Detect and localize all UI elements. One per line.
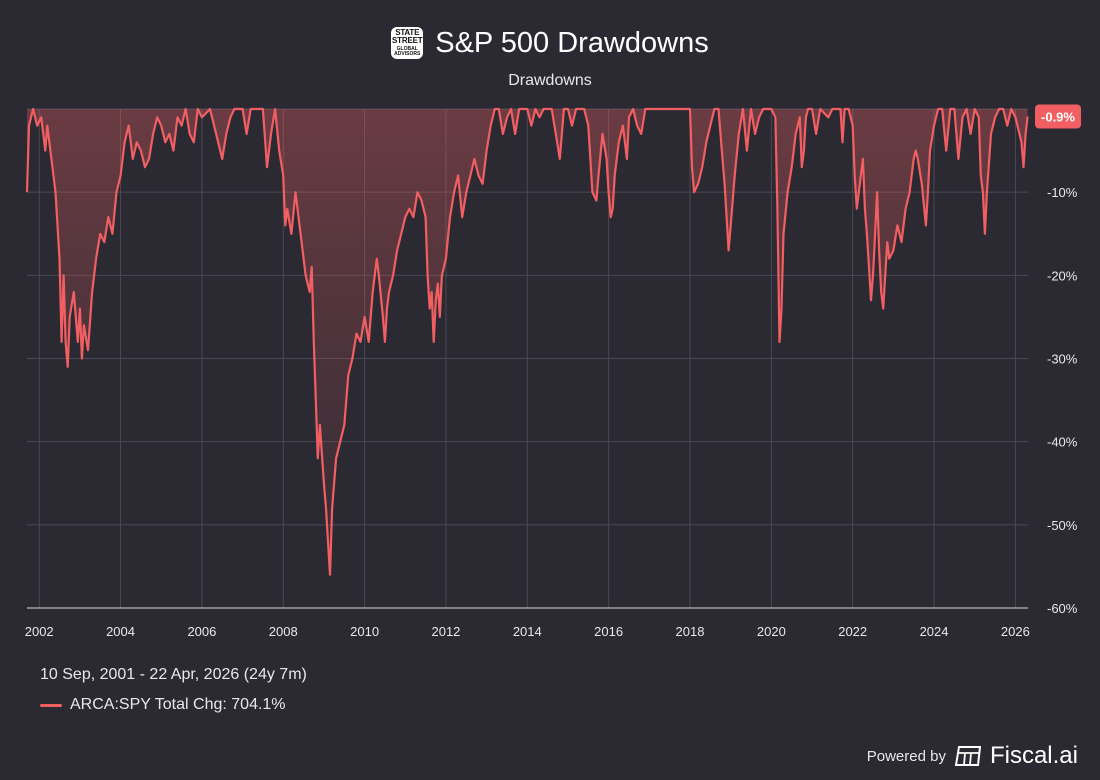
x-tick-label: 2014 — [513, 624, 542, 639]
chart-subtitle: Drawdowns — [508, 72, 592, 89]
y-tick-label: -30% — [1047, 352, 1078, 367]
x-tick-label: 2026 — [1001, 624, 1030, 639]
logo-subtext: GLOBAL ADVISORS — [394, 46, 421, 57]
powered-by-text: Powered by — [866, 747, 946, 765]
x-tick-label: 2002 — [25, 624, 54, 639]
drawdown-area — [27, 109, 1028, 575]
date-range-text: 10 Sep, 2001 - 22 Apr, 2026 (24y 7m) — [40, 666, 307, 683]
y-tick-label: -10% — [1047, 185, 1078, 200]
drawdown-series-line — [25, 107, 1029, 576]
x-tick-label: 2020 — [757, 624, 786, 639]
chart-header: STATE STREET GLOBAL ADVISORS S&P 500 Dra… — [0, 22, 1100, 60]
x-tick-label: 2006 — [187, 624, 216, 639]
x-tick-label: 2004 — [106, 624, 135, 639]
legend-label: ARCA:SPY Total Chg: 704.1% — [70, 696, 286, 713]
legend-swatch — [40, 703, 62, 707]
x-tick-label: 2024 — [920, 624, 949, 639]
fiscal-ai-brand: Fiscal.ai — [989, 742, 1078, 769]
y-tick-label: -50% — [1047, 518, 1078, 533]
x-tick-label: 2012 — [431, 624, 460, 639]
state-street-logo: STATE STREET GLOBAL ADVISORS — [391, 27, 424, 59]
logo-text: STATE STREET — [392, 28, 423, 45]
legend[interactable]: ARCA:SPY Total Chg: 704.1% — [40, 696, 286, 714]
chart-title: S&P 500 Drawdowns — [435, 26, 709, 59]
x-tick-label: 2008 — [269, 624, 298, 639]
title-row: STATE STREET GLOBAL ADVISORS S&P 500 Dra… — [391, 27, 709, 60]
footer-branding[interactable]: Powered by Fiscal.ai — [867, 742, 1078, 770]
fiscal-ai-logo-icon — [954, 746, 982, 766]
y-tick-label: -20% — [1047, 268, 1078, 283]
x-tick-label: 2018 — [676, 624, 705, 639]
y-tick-label: -60% — [1047, 601, 1078, 616]
x-tick-label: 2022 — [838, 624, 867, 639]
current-value-badge-label: -0.9% — [1041, 109, 1075, 124]
current-value-badge — [1035, 104, 1081, 129]
x-tick-label: 2016 — [594, 624, 623, 639]
x-tick-label: 2010 — [350, 624, 379, 639]
y-tick-label: -40% — [1047, 435, 1078, 450]
